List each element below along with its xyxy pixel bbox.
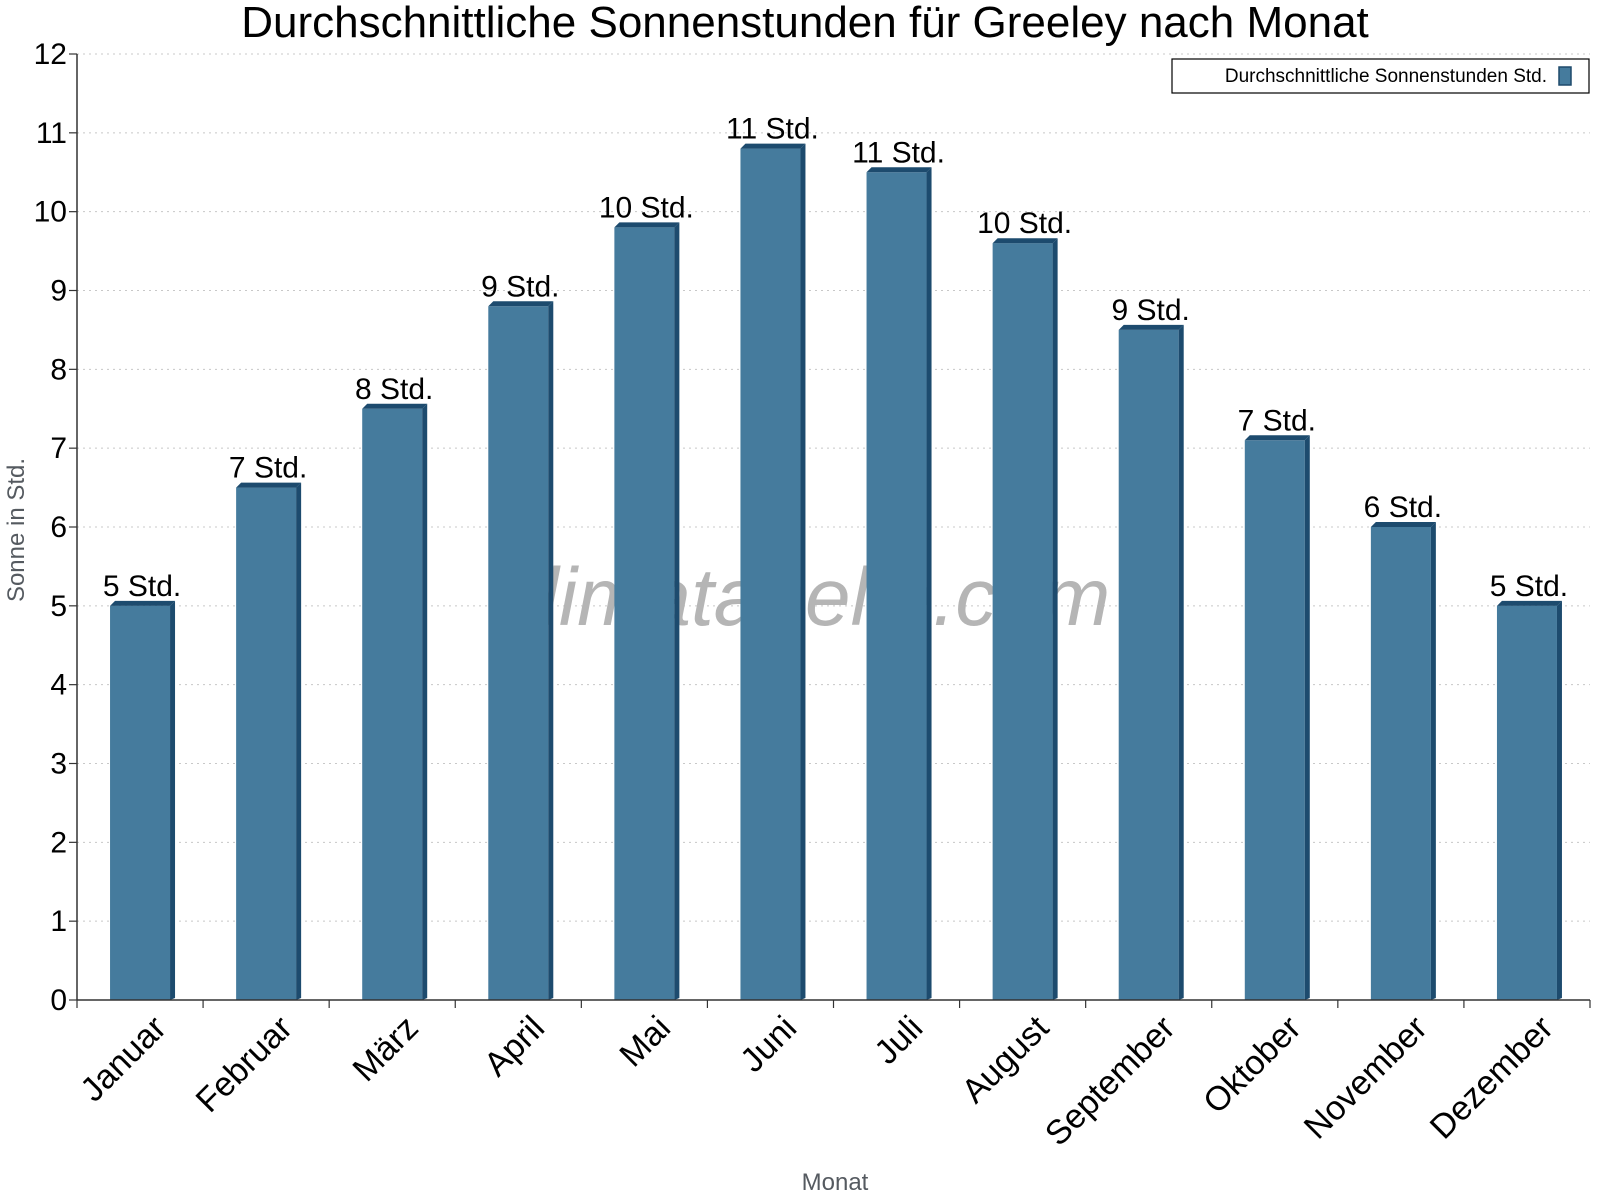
y-axis-label: Sonne in Std. (3, 458, 30, 602)
data-label: 6 Std. (1364, 491, 1442, 524)
bar-top (1496, 600, 1562, 606)
bar-side (926, 167, 932, 1000)
legend: Durchschnittliche Sonnenstunden Std. (1171, 58, 1590, 94)
legend-label: Durchschnittliche Sonnenstunden Std. (1225, 66, 1547, 87)
x-tick-label: November (1297, 1009, 1435, 1147)
bar-side (800, 143, 806, 1001)
bar (614, 227, 675, 1000)
x-tick-label: September (1038, 1009, 1182, 1153)
y-tick-label: 4 (50, 669, 67, 702)
bar-top (1370, 522, 1436, 527)
bar (740, 148, 801, 1001)
data-label: 9 Std. (481, 270, 559, 303)
data-labels: 5 Std. 7 Std. 8 Std. 9 Std. 10 Std. 11 Std. 11… (103, 113, 1568, 603)
bar (488, 306, 549, 1000)
bar (1118, 329, 1179, 1001)
bar (236, 487, 297, 1000)
bar-side (1304, 435, 1310, 1000)
bar (362, 408, 423, 1000)
data-label: 5 Std. (103, 570, 181, 603)
x-tick-label: Oktober (1196, 1009, 1308, 1121)
bar (1496, 605, 1557, 1000)
y-tick-label: 0 (50, 984, 67, 1017)
bar-series (110, 143, 1562, 1001)
x-tick-label: Februar (189, 1009, 300, 1120)
data-label: 8 Std. (355, 373, 433, 406)
bar-side (1052, 238, 1058, 1000)
bar-top (110, 600, 176, 606)
x-axis-ticks: Januar Februar März April Mai Juni Juli AugustS… (73, 1000, 1591, 1153)
y-tick-label: 10 (34, 196, 67, 229)
bar-side (674, 222, 680, 1000)
bar-side (422, 403, 428, 1000)
bar-top (362, 403, 428, 409)
y-tick-label: 2 (50, 826, 67, 859)
y-tick-label: 7 (50, 432, 67, 465)
x-tick-label: März (346, 1009, 426, 1089)
data-label: 7 Std. (229, 452, 307, 485)
grid-lines (77, 53, 1590, 922)
bar-top (740, 143, 806, 149)
bar-side (1556, 600, 1562, 1000)
bar-side (296, 482, 302, 1000)
y-tick-label: 12 (34, 38, 67, 71)
data-label: 10 Std. (599, 191, 694, 224)
bar-top (992, 238, 1058, 244)
bar-top (1244, 435, 1310, 441)
y-tick-label: 5 (50, 590, 67, 623)
bar-top (614, 222, 680, 228)
x-tick-label: Januar (73, 1009, 173, 1109)
data-label: 10 Std. (977, 207, 1072, 240)
bar-side (1178, 324, 1184, 1001)
data-label: 11 Std. (726, 113, 819, 146)
bar-side (1430, 522, 1436, 1000)
y-tick-label: 9 (50, 275, 67, 308)
bar (1244, 440, 1305, 1000)
bar-top (488, 301, 554, 307)
bar (110, 605, 171, 1000)
bar (992, 243, 1053, 1000)
bar (866, 172, 927, 1000)
bar-top (866, 167, 932, 173)
y-tick-label: 1 (50, 905, 67, 938)
bar-side (170, 600, 176, 1000)
y-tick-label: 3 (50, 748, 67, 781)
x-tick-label: Juni (733, 1009, 804, 1080)
bar-top (1118, 324, 1184, 330)
y-tick-label: 8 (50, 353, 67, 386)
data-label: 7 Std. (1238, 404, 1316, 437)
x-tick-label: April (477, 1009, 552, 1084)
legend-box (1171, 58, 1590, 94)
y-tick-label: 6 (50, 511, 67, 544)
legend-swatch (1558, 66, 1572, 86)
bar-top (236, 482, 302, 488)
x-tick-label: Mai (612, 1009, 678, 1075)
x-tick-label: Dezember (1423, 1009, 1561, 1147)
bar-side (548, 301, 554, 1000)
x-axis-label: Monat (802, 1169, 869, 1196)
x-tick-label: Juli (867, 1009, 930, 1072)
data-label: 5 Std. (1490, 570, 1568, 603)
chart-title: Durchschnittliche Sonnenstunden für Gree… (241, 0, 1369, 47)
bar (1370, 527, 1431, 1000)
data-label: 11 Std. (852, 136, 945, 169)
x-tick-label: August (955, 1008, 1057, 1110)
data-label: 9 Std. (1112, 294, 1190, 327)
y-tick-label: 11 (36, 117, 67, 150)
